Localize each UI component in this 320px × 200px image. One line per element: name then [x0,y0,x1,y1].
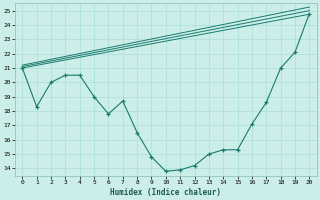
X-axis label: Humidex (Indice chaleur): Humidex (Indice chaleur) [110,188,221,197]
